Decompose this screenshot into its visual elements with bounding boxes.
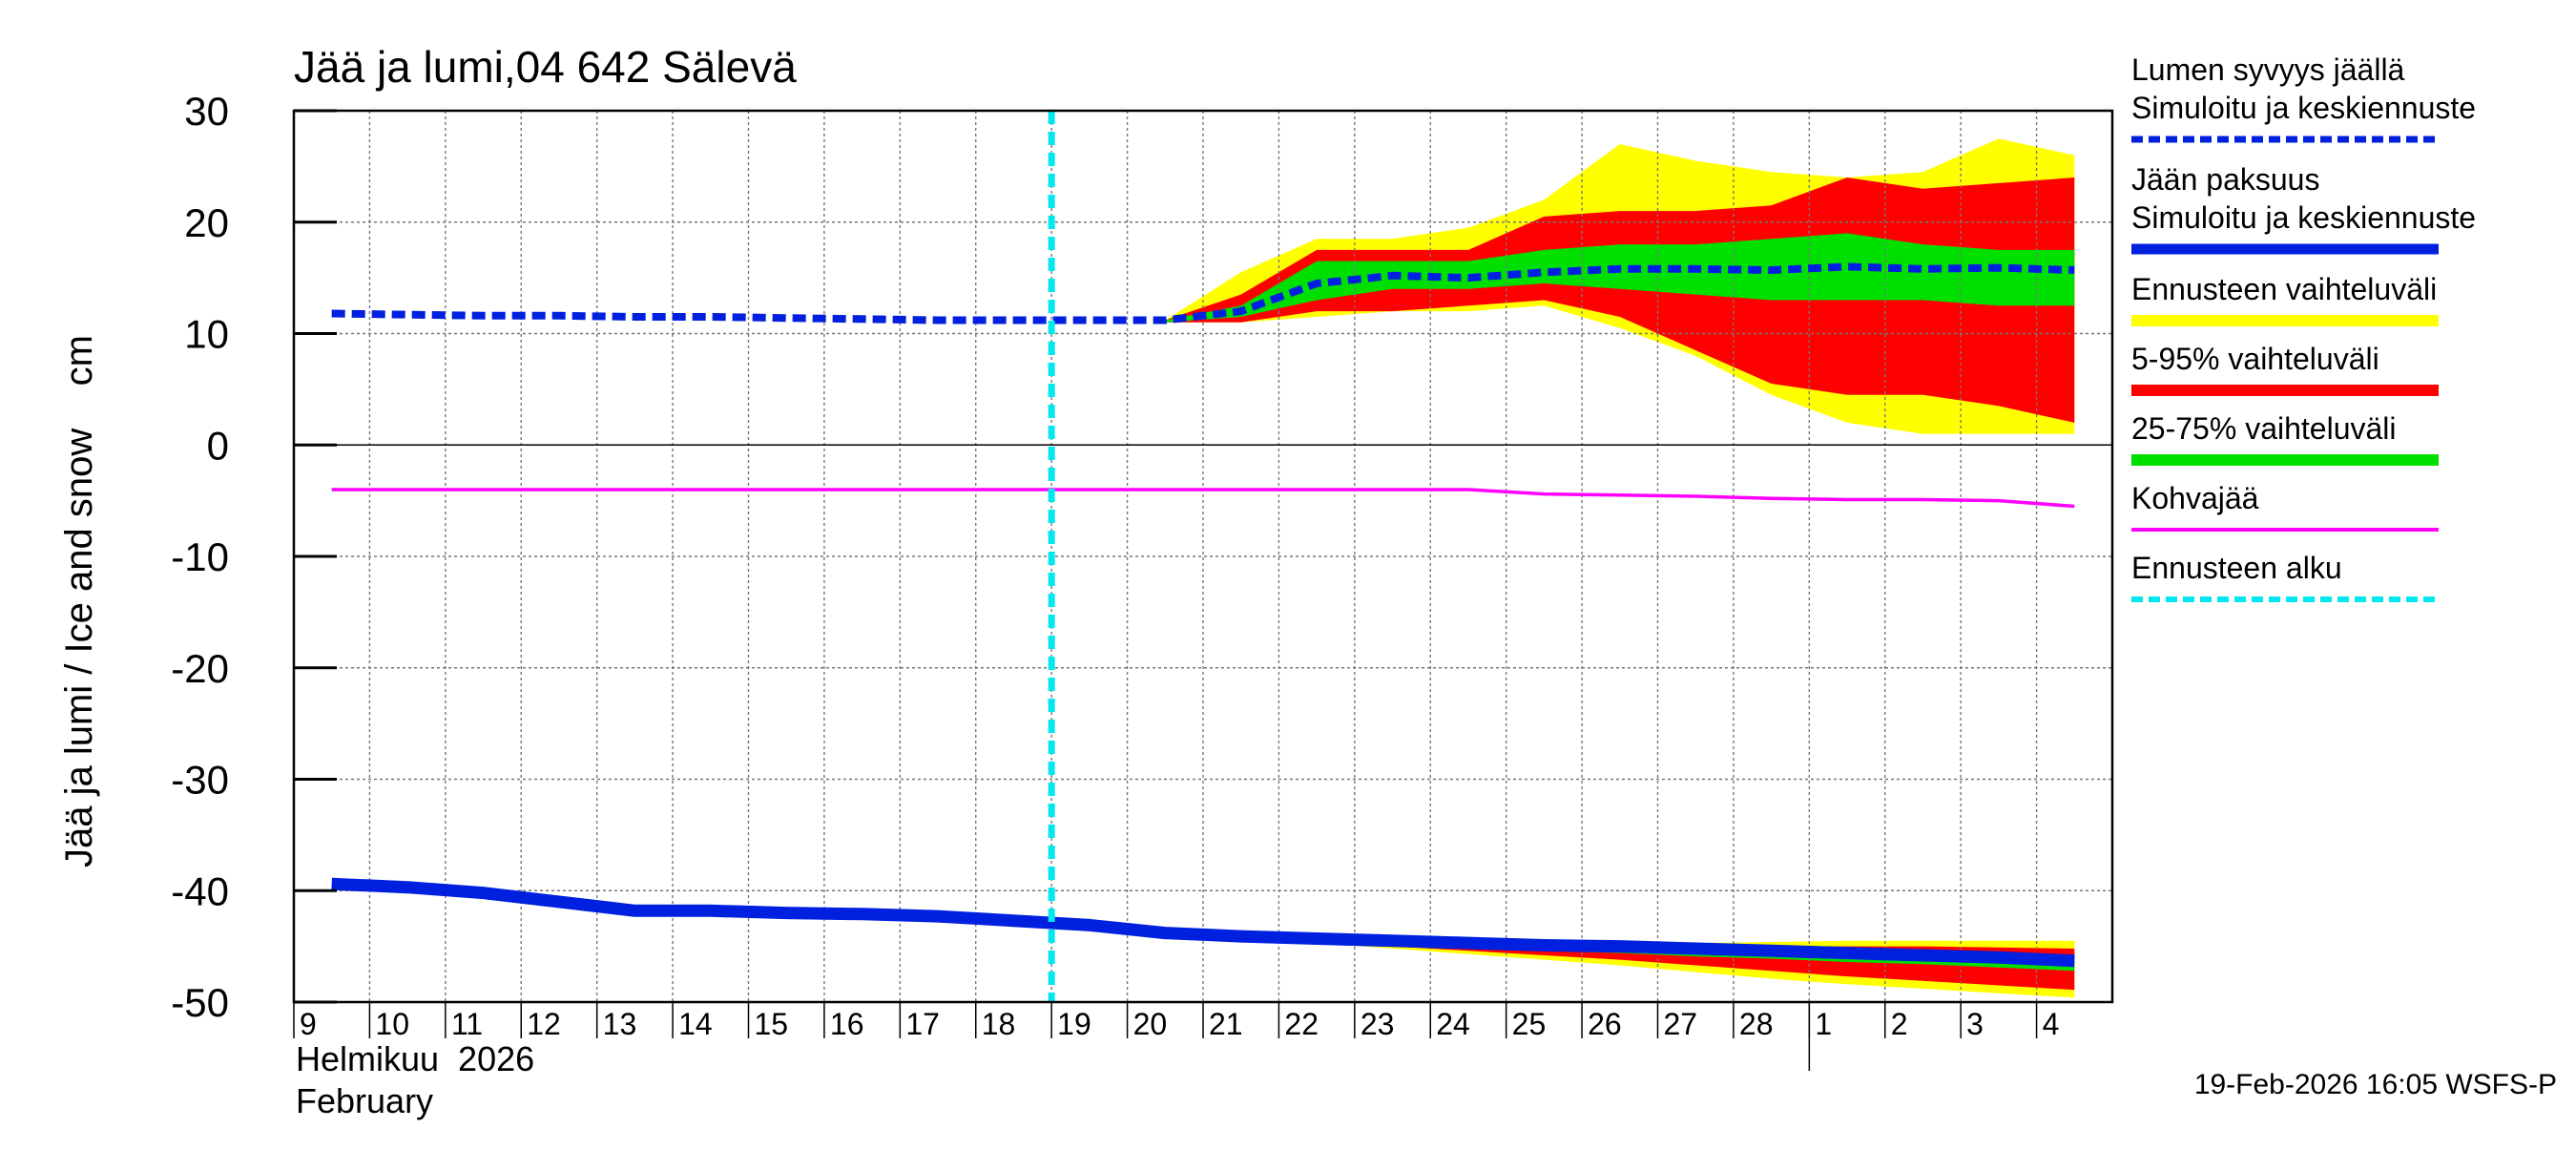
legend-label: 25-75% vaihteluväli <box>2131 411 2397 446</box>
legend-label: 5-95% vaihteluväli <box>2131 342 2379 376</box>
month-label-english: February <box>296 1081 433 1120</box>
x-tick-label: 2 <box>1891 1007 1908 1041</box>
y-tick-label: -10 <box>171 534 229 579</box>
legend-label: Jään paksuus <box>2131 162 2319 197</box>
x-tick-label: 12 <box>527 1007 561 1041</box>
x-tick-label: 22 <box>1284 1007 1319 1041</box>
x-tick-label: 11 <box>451 1007 483 1041</box>
x-tick-label: 13 <box>603 1007 637 1041</box>
x-tick-label: 21 <box>1209 1007 1243 1041</box>
x-tick-label: 20 <box>1133 1007 1168 1041</box>
legend-item: Kohvajää <box>2131 481 2439 532</box>
x-tick-label: 9 <box>300 1007 317 1041</box>
x-tick-label: 3 <box>1966 1007 1984 1041</box>
y-tick-label: 0 <box>207 423 229 468</box>
y-tick-label: 20 <box>184 200 229 245</box>
x-tick-label: 17 <box>905 1007 940 1041</box>
y-tick-label: -20 <box>171 646 229 691</box>
x-tick-label: 19 <box>1057 1007 1091 1041</box>
legend-sublabel: Simuloitu ja keskiennuste <box>2131 200 2476 235</box>
line-kohvajaa-kohvaj- <box>331 488 2075 509</box>
legend-item: Ennusteen alku <box>2131 551 2439 602</box>
legend-item: Lumen syvyys jäällä Simuloitu ja keskienn… <box>2131 52 2476 143</box>
y-axis: 30 20 10 0 -10 -20 -30 -40 -50 <box>171 89 337 1025</box>
legend-label: Ennusteen vaihteluväli <box>2131 272 2437 306</box>
y-tick-label: -30 <box>171 758 229 803</box>
legend-label: Lumen syvyys jäällä <box>2131 52 2405 87</box>
x-tick-label: 10 <box>375 1007 409 1041</box>
legend-item: Ennusteen vaihteluväli <box>2131 272 2439 326</box>
legend-label: Kohvajää <box>2131 481 2259 515</box>
x-axis: 9 10 11 12 13 14 15 16 17 18 19 20 21 22 23 24 25 26 27 28 1… <box>293 1002 2060 1071</box>
band-snow-25-75-vaihteluv-li <box>1165 233 2075 323</box>
x-tick-label: 18 <box>982 1007 1016 1041</box>
timestamp: 19-Feb-2026 16:05 WSFS-P <box>2194 1069 2557 1100</box>
x-tick-label: 28 <box>1739 1007 1774 1041</box>
legend-item: 5-95% vaihteluväli <box>2131 342 2439 396</box>
legend-label: Ennusteen alku <box>2131 551 2342 585</box>
x-tick-label: 4 <box>2043 1007 2060 1041</box>
legend-item: 25-75% vaihteluväli <box>2131 411 2439 466</box>
x-tick-label: 24 <box>1436 1007 1470 1041</box>
line-ice-simuloitu-ja-keskiennuste <box>331 877 2075 968</box>
x-tick-label: 15 <box>755 1007 789 1041</box>
x-tick-label: 23 <box>1361 1007 1395 1041</box>
month-label-finnish: Helmikuu 2026 <box>296 1039 534 1078</box>
x-tick-label: 14 <box>678 1007 713 1041</box>
y-axis-label: Jää ja lumi / Ice and snow cm <box>58 335 100 868</box>
line-snow-simuloitu-ja-keskiennuste <box>331 262 2075 324</box>
x-tick-label: 1 <box>1815 1007 1832 1041</box>
x-tick-label: 25 <box>1512 1007 1547 1041</box>
legend-sublabel: Simuloitu ja keskiennuste <box>2131 91 2476 125</box>
legend: Lumen syvyys jäällä Simuloitu ja keskienn… <box>2131 52 2476 602</box>
plot-area <box>292 109 2114 1004</box>
chart-title: Jää ja lumi,04 642 Sälevä <box>294 42 797 92</box>
y-tick-label: -50 <box>171 980 229 1025</box>
y-tick-label: 30 <box>184 89 229 134</box>
x-tick-label: 26 <box>1588 1007 1622 1041</box>
x-tick-label: 27 <box>1664 1007 1698 1041</box>
x-tick-label: 16 <box>830 1007 864 1041</box>
y-tick-label: -40 <box>171 868 229 913</box>
y-tick-label: 10 <box>184 312 229 357</box>
